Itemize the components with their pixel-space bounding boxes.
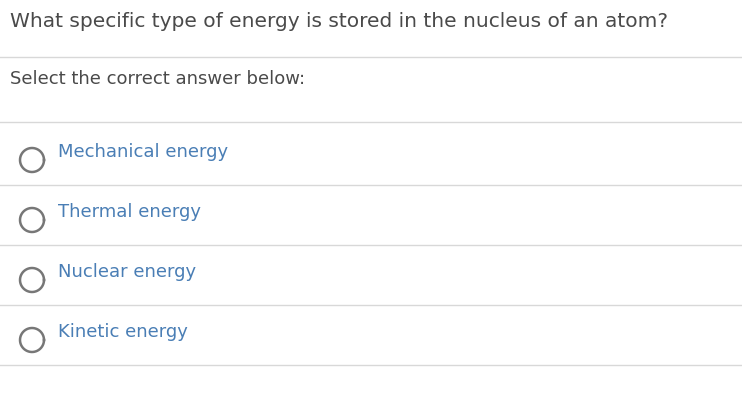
Text: Select the correct answer below:: Select the correct answer below: [10,70,305,88]
Text: Kinetic energy: Kinetic energy [58,323,188,341]
Text: Mechanical energy: Mechanical energy [58,143,228,161]
Text: Thermal energy: Thermal energy [58,203,201,221]
Text: What specific type of energy is stored in the nucleus of an atom?: What specific type of energy is stored i… [10,12,668,31]
Text: Nuclear energy: Nuclear energy [58,263,196,281]
